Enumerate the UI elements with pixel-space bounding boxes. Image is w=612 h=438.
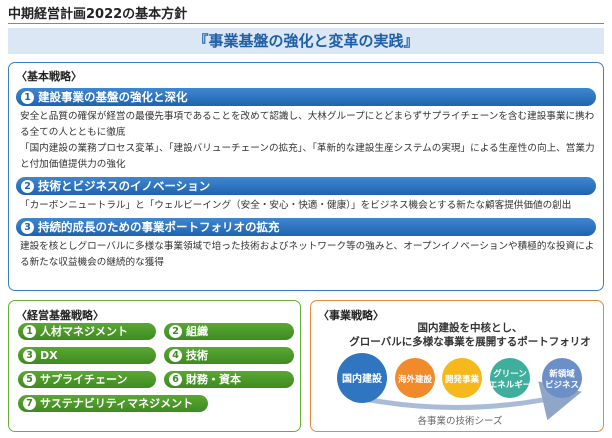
pill-number: 2 <box>169 325 182 338</box>
management-box <box>8 300 301 432</box>
management-pill: 4 技術 <box>164 347 294 364</box>
body-text: 「国内建設の業務プロセス変革」、「建設バリューチェーンの拡充」、「革新的な建設生… <box>20 143 595 170</box>
business-box <box>310 300 604 432</box>
basic-strategy-box <box>8 62 604 291</box>
section-heading: 〈経営基盤戦略〉 <box>16 309 104 322</box>
pill-label: 財務・資本 <box>186 373 241 386</box>
body-text: 建設を核としグローバルに多様な事業領域で培った技術およびネットワーク等の強みと、… <box>20 241 595 268</box>
pill-label: サステナビリティマネジメント <box>40 397 194 410</box>
banner: 『事業基盤の強化と変革の実践』 <box>8 28 604 54</box>
pill-title: 建設事業の基盤の強化と深化 <box>38 90 188 104</box>
strategy-pill: 3 持続的成長のための事業ポートフォリオの拡充 <box>16 218 596 236</box>
circle-label: グリーン <box>493 369 527 380</box>
pill-number: 4 <box>169 349 182 362</box>
body-text: 安全と品質の確保が経営の最優先事項であることを改めて認識し、大林グループにとどま… <box>20 111 595 138</box>
business-circle <box>542 358 582 398</box>
management-pill: 6 財務・資本 <box>164 371 294 388</box>
management-pill: 7 サステナビリティマネジメント <box>18 395 208 412</box>
arrow <box>349 381 582 421</box>
pill-number: 3 <box>23 349 36 362</box>
description: グローバルに多様な事業を展開するポートフォリオ <box>349 335 590 348</box>
circle-label: 開発事業 <box>445 374 480 385</box>
pill-label: 組織 <box>186 325 208 338</box>
title-underline <box>8 23 604 24</box>
body-text: 「カーボンニュートラル」と「ウェルビーイング（安全・安心・快適・健康）」をビジネ… <box>20 200 572 211</box>
management-pill: 5 サプライチェーン <box>18 371 156 388</box>
management-pill: 3 DX <box>18 347 156 364</box>
pill-number: 6 <box>169 373 182 386</box>
circle-label: ビジネス <box>545 380 579 391</box>
circle-label: 新領域 <box>549 369 575 380</box>
description: 国内建設を中核とし、 <box>418 321 523 334</box>
business-circle <box>442 358 482 398</box>
business-circle <box>395 358 435 398</box>
pill-title: 技術とビジネスのイノベーション <box>38 179 211 193</box>
pill-label: DX <box>40 349 58 362</box>
pill-label: サプライチェーン <box>40 373 128 386</box>
pill-label: 人材マネジメント <box>40 325 128 338</box>
business-circle <box>337 353 387 403</box>
pill-title: 持続的成長のための事業ポートフォリオの拡充 <box>38 220 280 234</box>
strategy-pill: 2 技術とビジネスのイノベーション <box>16 177 596 195</box>
pill-number: 7 <box>23 397 36 410</box>
pill-label: 技術 <box>186 349 208 362</box>
circle-label: 海外建設 <box>398 374 433 385</box>
pill-number: 5 <box>23 373 36 386</box>
section-heading: 〈事業戦略〉 <box>318 309 384 322</box>
pill-number: 1 <box>21 90 34 104</box>
management-pill: 2 組織 <box>164 323 294 340</box>
circle-label: エネルギー <box>489 380 532 391</box>
business-circle <box>490 358 530 398</box>
page-title: 中期経営計画2022の基本方針 <box>8 7 188 22</box>
management-pill: 1 人材マネジメント <box>18 323 156 340</box>
pill-number: 3 <box>21 220 34 234</box>
strategy-pill: 1 建設事業の基盤の強化と深化 <box>16 88 596 106</box>
arrow-label: 各事業の技術シーズ <box>417 415 503 427</box>
pill-number: 1 <box>23 325 36 338</box>
circle-label: 国内建設 <box>342 372 383 385</box>
pill-number: 2 <box>21 179 34 193</box>
section-heading: 〈基本戦略〉 <box>16 70 82 83</box>
